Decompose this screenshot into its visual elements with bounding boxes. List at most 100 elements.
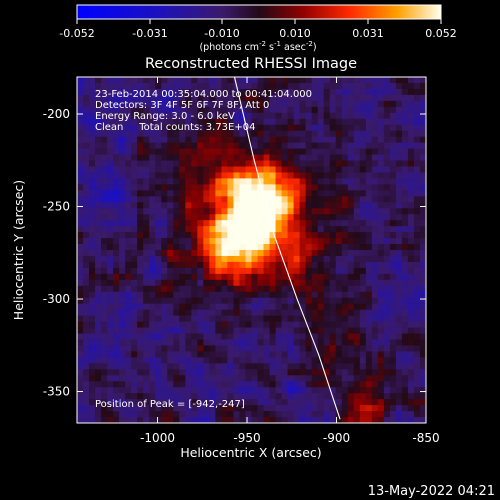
heatmap-cell — [155, 285, 162, 293]
heatmap-cell — [377, 220, 385, 227]
heatmap-cell — [209, 184, 216, 191]
heatmap-cell — [365, 339, 373, 346]
heatmap-cell — [137, 226, 144, 233]
heatmap-cell — [155, 118, 162, 126]
heatmap-cell — [281, 106, 289, 114]
heatmap-cell — [257, 106, 264, 114]
heatmap-cell — [257, 273, 264, 281]
heatmap-cell — [143, 238, 150, 245]
heatmap-cell — [317, 315, 325, 322]
heatmap-cell — [323, 178, 331, 185]
heatmap-cell — [347, 345, 355, 352]
heatmap-cell — [365, 166, 373, 173]
heatmap-cell — [101, 184, 108, 191]
heatmap-cell — [215, 417, 222, 423]
heatmap-cell — [179, 124, 186, 132]
heatmap-cell — [377, 112, 385, 120]
heatmap-cell — [335, 136, 343, 144]
heatmap-cell — [221, 375, 228, 382]
heatmap-cell — [143, 369, 150, 376]
heatmap-cell — [77, 250, 84, 257]
heatmap-cell — [185, 381, 192, 388]
heatmap-cell — [131, 303, 138, 311]
heatmap-cell — [215, 279, 222, 287]
heatmap-cell — [167, 88, 174, 96]
heatmap-cell — [251, 393, 258, 400]
heatmap-cell — [83, 82, 90, 90]
heatmap-cell — [341, 279, 349, 287]
heatmap-cell — [155, 172, 162, 179]
heatmap-cell — [365, 94, 373, 102]
heatmap-cell — [305, 142, 313, 149]
heatmap-cell — [407, 315, 415, 322]
heatmap-cell — [149, 321, 156, 328]
heatmap-cell — [119, 142, 126, 149]
heatmap-cell — [203, 160, 210, 167]
heatmap-cell — [311, 220, 319, 227]
heatmap-cell — [335, 88, 343, 96]
heatmap-cell — [329, 154, 337, 161]
heatmap-cell — [347, 369, 355, 376]
heatmap-cell — [233, 220, 240, 227]
heatmap-cell — [101, 315, 108, 322]
heatmap-cell — [365, 82, 373, 90]
heatmap-cell — [407, 363, 415, 370]
heatmap-cell — [101, 160, 108, 167]
heatmap-cell — [173, 196, 180, 203]
heatmap-cell — [317, 309, 325, 317]
heatmap-cell — [143, 303, 150, 311]
heatmap-cell — [179, 393, 186, 400]
heatmap-cell — [125, 255, 132, 263]
heatmap-cell — [311, 363, 319, 370]
heatmap-cell — [383, 214, 391, 221]
heatmap-cell — [359, 226, 367, 233]
heatmap-cell — [341, 208, 349, 215]
heatmap-cell — [221, 166, 228, 173]
heatmap-cell — [359, 130, 367, 138]
heatmap-cell — [335, 184, 343, 191]
heatmap-cell — [113, 261, 120, 269]
heatmap-cell — [359, 124, 367, 132]
heatmap-cell — [269, 327, 276, 334]
heatmap-cell — [239, 321, 246, 328]
heatmap-cell — [257, 309, 264, 317]
heatmap-cell — [131, 154, 138, 161]
heatmap-cell — [119, 136, 126, 144]
heatmap-cell — [323, 232, 331, 239]
heatmap-cell — [215, 369, 222, 376]
heatmap-cell — [359, 309, 367, 317]
heatmap-cell — [365, 261, 373, 269]
heatmap-cell — [383, 136, 391, 144]
heatmap-cell — [305, 106, 313, 114]
heatmap-cell — [389, 220, 397, 227]
heatmap-cell — [257, 297, 264, 305]
heatmap-cell — [239, 351, 246, 358]
heatmap-cell — [185, 148, 192, 155]
heatmap-cell — [311, 208, 319, 215]
heatmap-cell — [131, 160, 138, 167]
heatmap-cell — [335, 351, 343, 358]
heatmap-cell — [245, 339, 252, 346]
heatmap-cell — [137, 244, 144, 251]
heatmap-cell — [323, 118, 331, 126]
heatmap-cell — [251, 375, 258, 382]
heatmap-cell — [287, 244, 295, 251]
heatmap-cell — [257, 214, 264, 221]
heatmap-cell — [245, 393, 252, 400]
heatmap-cell — [263, 405, 270, 412]
heatmap-cell — [227, 333, 234, 340]
heatmap-cell — [155, 82, 162, 90]
heatmap-cell — [101, 244, 108, 251]
heatmap-cell — [161, 112, 168, 120]
heatmap-cell — [347, 333, 355, 340]
heatmap-cell — [347, 166, 355, 173]
heatmap-cell — [299, 369, 307, 376]
heatmap-cell — [383, 238, 391, 245]
heatmap-cell — [173, 351, 180, 358]
heatmap-cell — [317, 226, 325, 233]
heatmap-cell — [95, 148, 102, 155]
heatmap-cell — [119, 196, 126, 203]
heatmap-image — [77, 77, 426, 423]
heatmap-cell — [95, 417, 102, 423]
heatmap-cell — [293, 291, 301, 299]
